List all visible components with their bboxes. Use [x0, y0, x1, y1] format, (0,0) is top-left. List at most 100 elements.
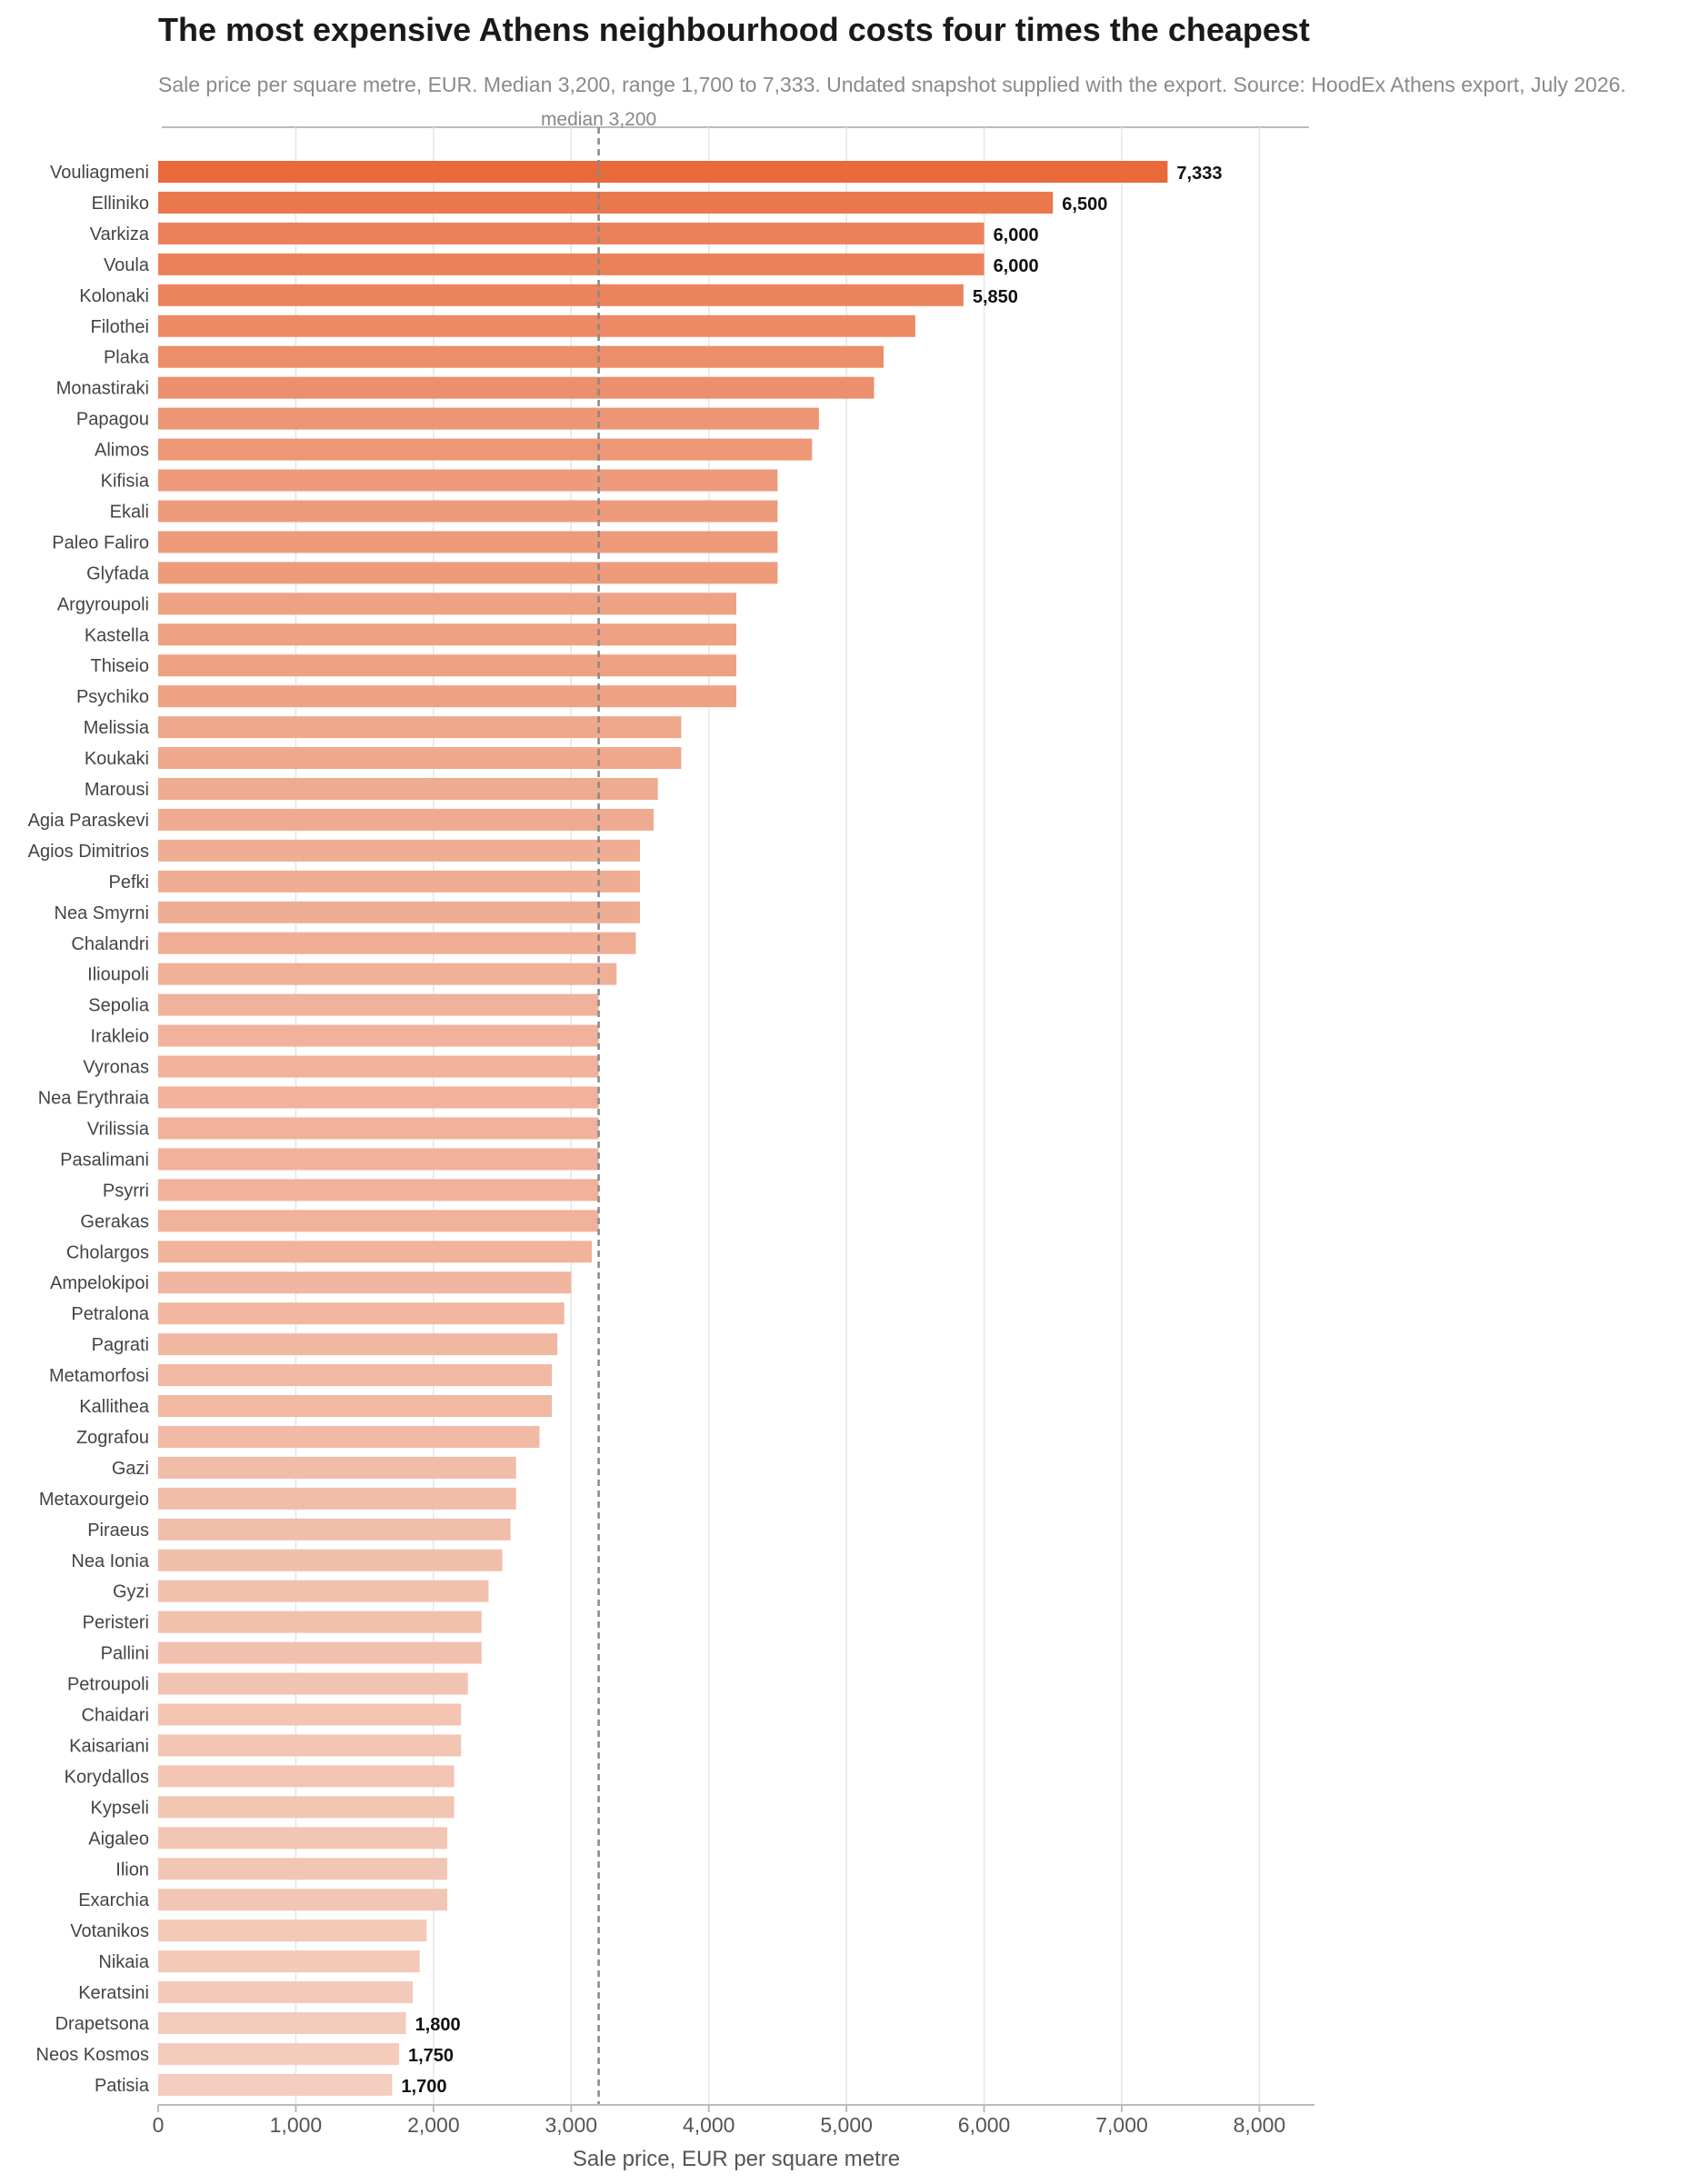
bar-25	[158, 932, 636, 954]
x-tick-label-1: 1,000	[270, 2113, 323, 2137]
category-label-14: Argyroupoli	[57, 594, 149, 614]
median-reference: median 3,200	[541, 109, 656, 2105]
bar-19	[158, 747, 682, 770]
bar-20	[158, 778, 658, 800]
chart-title: The most expensive Athens neighbourhood …	[158, 11, 1310, 48]
bar-52	[158, 1765, 455, 1788]
category-label-45: Nea Ionia	[71, 1551, 149, 1571]
category-label-13: Glyfada	[86, 563, 150, 583]
bar-31	[158, 1117, 599, 1140]
category-label-24: Nea Smyrni	[55, 903, 149, 923]
bar-50	[158, 1703, 462, 1726]
category-label-5: Filothei	[91, 317, 149, 337]
bar-4	[158, 284, 964, 306]
bar-16	[158, 654, 736, 677]
category-label-46: Gyzi	[113, 1582, 149, 1602]
bar-58	[158, 1950, 420, 1973]
bar-42	[158, 1456, 516, 1479]
category-label-19: Koukaki	[85, 749, 149, 769]
bar-3	[158, 253, 984, 275]
category-label-48: Pallini	[101, 1644, 149, 1664]
bar-15	[158, 623, 736, 646]
bar-34	[158, 1210, 599, 1232]
category-label-34: Gerakas	[80, 1212, 149, 1232]
category-label-38: Pagrati	[92, 1335, 149, 1355]
category-label-60: Drapetsona	[55, 2014, 150, 2034]
bar-1	[158, 191, 1054, 214]
category-label-15: Kastella	[85, 625, 150, 645]
bar-57	[158, 1920, 427, 1942]
x-tick-label-7: 7,000	[1095, 2113, 1148, 2137]
value-label-61: 1,750	[408, 2046, 454, 2066]
bar-46	[158, 1580, 489, 1602]
bar-27	[158, 993, 599, 1016]
category-label-10: Kifisia	[101, 472, 150, 492]
category-label-41: Zografou	[76, 1428, 149, 1448]
category-label-50: Chaidari	[82, 1706, 149, 1726]
category-label-49: Petroupoli	[67, 1675, 149, 1695]
category-label-51: Kaisariani	[69, 1736, 149, 1756]
bar-9	[158, 438, 813, 461]
category-label-58: Nikaia	[98, 1952, 149, 1972]
category-label-16: Thiseio	[91, 656, 149, 676]
category-label-3: Voula	[104, 255, 150, 275]
bar-47	[158, 1611, 482, 1633]
bars	[158, 161, 1168, 2096]
bar-36	[158, 1272, 572, 1294]
category-label-37: Petralona	[71, 1304, 149, 1324]
value-label-4: 5,850	[973, 287, 1018, 307]
bar-43	[158, 1487, 516, 1510]
bar-6	[158, 345, 884, 368]
bar-2	[158, 222, 984, 244]
category-label-40: Kallithea	[79, 1397, 150, 1417]
category-label-47: Peristeri	[83, 1613, 149, 1633]
bar-29	[158, 1055, 599, 1078]
x-tick-label-5: 5,000	[820, 2113, 873, 2137]
category-label-28: Irakleio	[91, 1027, 149, 1047]
bar-8	[158, 407, 819, 430]
value-label-0: 7,333	[1176, 164, 1222, 184]
bar-35	[158, 1241, 592, 1263]
bar-17	[158, 685, 736, 708]
bar-39	[158, 1364, 553, 1387]
bar-54	[158, 1827, 447, 1850]
category-label-18: Melissia	[84, 718, 150, 738]
bar-60	[158, 2012, 406, 2034]
bar-48	[158, 1641, 482, 1664]
category-label-52: Korydallos	[65, 1767, 149, 1787]
category-label-8: Papagou	[76, 410, 149, 430]
x-tick-label-2: 2,000	[407, 2113, 460, 2137]
category-label-29: Vyronas	[83, 1058, 149, 1078]
bar-55	[158, 1858, 447, 1880]
category-label-43: Metaxourgeio	[39, 1490, 149, 1510]
bar-53	[158, 1796, 455, 1819]
value-label-1: 6,500	[1062, 194, 1107, 214]
x-tick-label-6: 6,000	[958, 2113, 1011, 2137]
value-label-2: 6,000	[994, 225, 1039, 245]
bar-30	[158, 1086, 599, 1109]
category-label-35: Cholargos	[66, 1242, 149, 1262]
bar-12	[158, 531, 778, 553]
chart-subtitle: Sale price per square metre, EUR. Median…	[158, 73, 1626, 96]
category-label-26: Ilioupoli	[87, 965, 149, 985]
category-label-56: Exarchia	[78, 1890, 150, 1910]
bar-24	[158, 901, 640, 923]
bar-14	[158, 593, 736, 615]
bar-23	[158, 870, 640, 893]
bar-61	[158, 2042, 399, 2065]
category-label-27: Sepolia	[88, 996, 150, 1016]
median-label: median 3,200	[541, 109, 656, 130]
value-label-3: 6,000	[994, 256, 1039, 276]
bar-10	[158, 469, 778, 492]
bar-62	[158, 2073, 393, 2096]
x-tick-label-4: 4,000	[683, 2113, 735, 2137]
x-axis: 0 1,000 2,000 3,000 4,000 5,000 6,000 7,000 8,00…	[153, 2104, 1314, 2171]
category-label-1: Elliniko	[92, 194, 149, 214]
category-labels: Vouliagmeni Elliniko Varkiza Voula Kolonaki F…	[28, 163, 150, 2096]
x-tick-label-8: 8,000	[1234, 2113, 1286, 2137]
bar-11	[158, 500, 778, 523]
category-label-11: Ekali	[110, 502, 149, 522]
category-label-42: Gazi	[112, 1459, 149, 1479]
bar-32	[158, 1148, 599, 1171]
bar-7	[158, 376, 874, 399]
